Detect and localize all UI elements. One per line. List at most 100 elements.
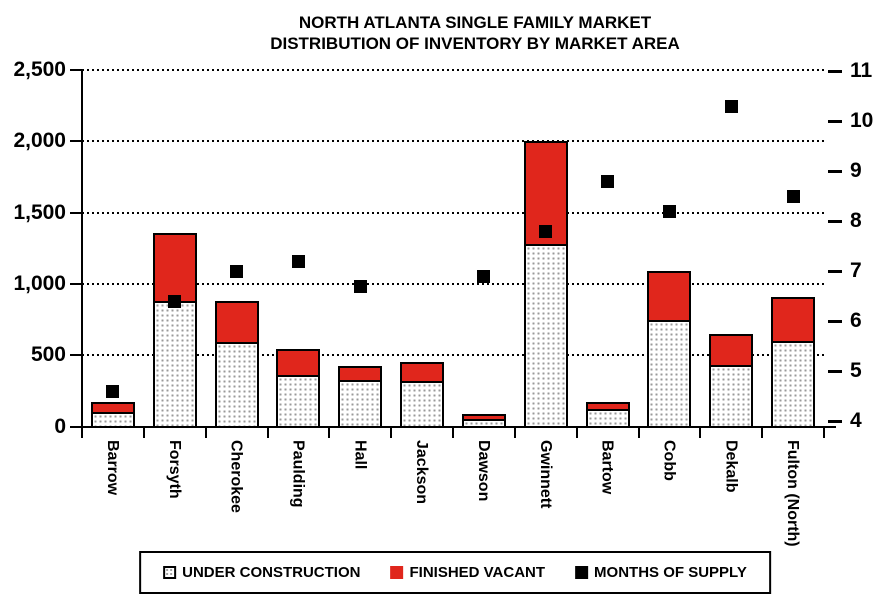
under-construction-segment bbox=[90, 412, 135, 427]
under-construction-segment bbox=[771, 340, 816, 427]
gridline-1000 bbox=[82, 282, 824, 285]
category-label: Cherokee bbox=[227, 439, 245, 513]
legend-label-under-construction: UNDER CONSTRUCTION bbox=[182, 564, 361, 581]
under-construction-segment bbox=[709, 365, 754, 427]
left-axis-tick bbox=[70, 211, 82, 214]
legend-box: UNDER CONSTRUCTION FINISHED VACANT MONTH… bbox=[139, 551, 771, 594]
months-of-supply-marker bbox=[230, 264, 244, 278]
finished-vacant-segment bbox=[214, 301, 259, 343]
category-label: Hall bbox=[351, 439, 369, 469]
left-axis-tick bbox=[70, 282, 82, 285]
category-label: Dawson bbox=[474, 439, 492, 501]
right-axis-tick-label: 4 bbox=[850, 409, 862, 432]
finished-vacant-segment bbox=[152, 232, 197, 301]
left-axis-tick bbox=[70, 69, 82, 71]
left-axis-tick-label: 1,500 bbox=[13, 200, 66, 224]
months-of-supply-marker bbox=[106, 384, 120, 398]
left-axis-tick-label: 500 bbox=[30, 343, 66, 367]
x-axis-tick bbox=[81, 426, 83, 438]
finished-vacant-segment bbox=[585, 401, 630, 410]
gridline-2000 bbox=[82, 140, 824, 143]
x-axis-tick bbox=[204, 426, 207, 438]
chart-title: NORTH ATLANTA SINGLE FAMILY MARKET DISTR… bbox=[90, 12, 860, 54]
months-of-supply-marker bbox=[724, 99, 738, 113]
under-construction-segment bbox=[276, 375, 321, 427]
finished-vacant-segment bbox=[276, 349, 321, 376]
left-axis-tick-label: 2,000 bbox=[13, 129, 66, 153]
left-axis-tick bbox=[70, 354, 82, 357]
right-axis-tick-label: 5 bbox=[850, 359, 862, 383]
x-axis-tick bbox=[513, 426, 516, 438]
category-label: Cobb bbox=[660, 439, 678, 481]
category-label: Dekalb bbox=[722, 439, 740, 492]
gridline-500 bbox=[82, 354, 824, 357]
x-axis-tick bbox=[328, 426, 331, 438]
months-of-supply-marker bbox=[601, 174, 615, 188]
under-construction-segment bbox=[338, 380, 383, 427]
x-axis-tick bbox=[452, 426, 454, 438]
finished-vacant-segment bbox=[400, 362, 445, 381]
category-label: Jackson bbox=[413, 439, 431, 504]
category-label: Barrow bbox=[103, 439, 121, 495]
under-construction-segment bbox=[647, 319, 692, 427]
months-of-supply-marker bbox=[662, 204, 676, 218]
under-construction-segment bbox=[461, 418, 506, 427]
right-axis-tick bbox=[828, 420, 842, 423]
x-axis-tick bbox=[761, 426, 764, 438]
category-label: Bartow bbox=[598, 439, 616, 494]
right-axis-tick-label: 10 bbox=[850, 109, 874, 133]
under-construction-segment bbox=[152, 301, 197, 427]
x-axis-tick bbox=[142, 426, 145, 438]
right-axis-tick bbox=[828, 320, 842, 323]
x-axis-tick bbox=[699, 426, 702, 438]
months-of-supply-marker bbox=[291, 254, 305, 268]
chart-title-line1: NORTH ATLANTA SINGLE FAMILY MARKET bbox=[298, 13, 652, 32]
legend-item-finished-vacant: FINISHED VACANT bbox=[390, 564, 545, 581]
x-axis-tick bbox=[575, 426, 578, 438]
right-axis-tick-label: 9 bbox=[850, 159, 862, 183]
gridline-1500 bbox=[82, 211, 824, 214]
finished-vacant-segment bbox=[461, 414, 506, 419]
right-axis-tick-label: 11 bbox=[850, 59, 873, 83]
under-construction-segment bbox=[400, 380, 445, 427]
x-axis-tick bbox=[823, 426, 825, 438]
right-axis-tick bbox=[828, 270, 842, 273]
under-construction-segment bbox=[523, 243, 568, 427]
category-label: Forsyth bbox=[165, 439, 183, 499]
months-of-supply-marker bbox=[477, 269, 491, 283]
right-axis-tick-label: 6 bbox=[850, 309, 862, 333]
finished-vacant-segment bbox=[647, 271, 692, 320]
left-axis-tick-label: 0 bbox=[54, 414, 66, 438]
left-axis-line bbox=[81, 70, 83, 434]
under-construction-segment bbox=[585, 409, 630, 427]
left-axis-tick-label: 1,000 bbox=[13, 271, 66, 295]
legend-label-finished-vacant: FINISHED VACANT bbox=[409, 564, 546, 581]
months-of-supply-marker bbox=[786, 189, 800, 203]
legend-item-months-of-supply: MONTHS OF SUPPLY bbox=[575, 564, 747, 581]
under-construction-segment bbox=[214, 342, 259, 427]
months-of-supply-marker bbox=[168, 294, 182, 308]
category-label: Paulding bbox=[289, 439, 307, 508]
left-axis-tick bbox=[70, 140, 82, 143]
right-axis-tick bbox=[828, 170, 842, 173]
gridline-2500 bbox=[82, 69, 824, 71]
months-of-supply-marker bbox=[539, 224, 553, 238]
x-axis-tick bbox=[637, 426, 640, 438]
legend-item-under-construction: UNDER CONSTRUCTION bbox=[163, 564, 360, 581]
right-axis-tick bbox=[828, 120, 842, 123]
x-axis-tick bbox=[390, 426, 393, 438]
x-axis-tick bbox=[266, 426, 269, 438]
finished-vacant-segment bbox=[90, 402, 135, 413]
months-of-supply-marker bbox=[353, 279, 367, 293]
left-axis-tick-label: 2,500 bbox=[13, 58, 66, 81]
finished-vacant-segment bbox=[771, 296, 816, 341]
finished-vacant-segment bbox=[709, 333, 754, 366]
right-axis-tick-label: 7 bbox=[850, 259, 862, 283]
finished-vacant-swatch-icon bbox=[390, 566, 404, 579]
category-label: Fulton (North) bbox=[784, 439, 802, 547]
right-axis-tick-label: 8 bbox=[850, 209, 862, 233]
legend-label-months-of-supply: MONTHS OF SUPPLY bbox=[594, 564, 747, 581]
right-axis-tick bbox=[828, 70, 842, 73]
